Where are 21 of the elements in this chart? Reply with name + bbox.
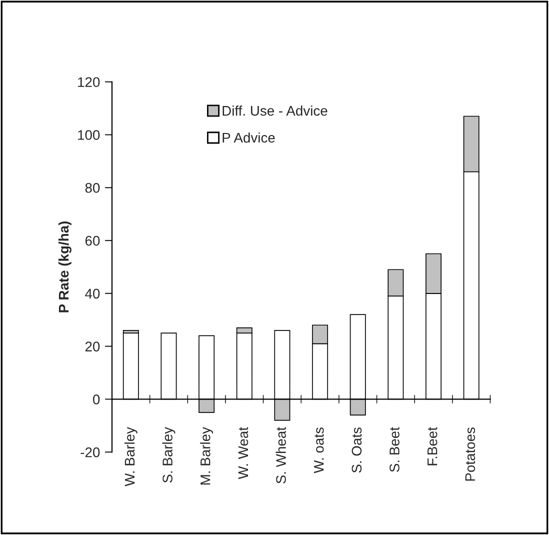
y-axis-title: P Rate (kg/ha) [58, 221, 72, 312]
legend-label: Diff. Use - Advice [222, 106, 328, 116]
x-tick-label: F.Beet [428, 427, 438, 466]
x-tick-label: S. Oats [352, 427, 362, 473]
y-tick-label: 0 [93, 394, 100, 404]
y-tick-label: 60 [85, 236, 100, 246]
x-tick-label: S. Barley [162, 426, 176, 483]
y-tick-label: -20 [80, 447, 100, 458]
y-tick-label: 40 [85, 288, 100, 299]
x-tick-label: S. Beet [390, 427, 400, 472]
x-tick-label: W. Weat [238, 427, 248, 480]
x-tick-label: Potatoes [465, 427, 476, 481]
y-tick-label: 80 [85, 182, 100, 193]
x-tick-label: S. Wheat [276, 427, 286, 484]
y-tick-label: 100 [78, 130, 100, 140]
y-tick-label: 120 [78, 77, 100, 88]
x-tick-label: W. oats [314, 427, 324, 474]
x-tick-label: W. Barley [124, 426, 138, 486]
y-tick-label: 20 [85, 342, 100, 352]
x-tick-label: M. Barley [200, 426, 214, 484]
legend-label: P Advice [222, 132, 275, 143]
